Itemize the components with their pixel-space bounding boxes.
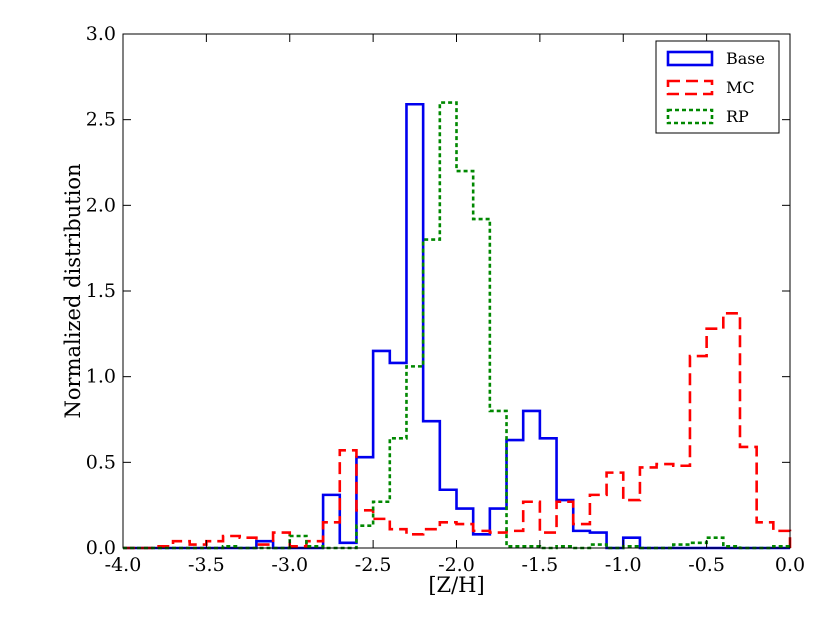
bar-mc-16 bbox=[423, 529, 440, 548]
y-tick-label: 2.5 bbox=[86, 109, 116, 131]
bar-base-11 bbox=[490, 509, 507, 548]
bar-base-13 bbox=[523, 411, 540, 548]
bar-mc-26 bbox=[590, 495, 607, 548]
bar-rp-3 bbox=[356, 526, 373, 548]
bar-mc-35 bbox=[740, 447, 757, 548]
bar-mc-25 bbox=[573, 524, 590, 548]
series-layer bbox=[123, 101, 792, 550]
bar-rp-11 bbox=[490, 411, 507, 548]
bar-mc-5 bbox=[240, 538, 257, 548]
bar-mc-12 bbox=[356, 510, 373, 548]
y-tick-label: 3.0 bbox=[86, 23, 116, 45]
ticks-layer: -4.0 -3.5 -3.0 -2.5 -2.0 -1.5 -1.0 -0.5 0.0 0.0 0.… bbox=[86, 23, 805, 576]
x-tick-label: -1.0 bbox=[605, 554, 642, 576]
bar-mc-29 bbox=[640, 467, 657, 548]
y-tick-label: 0.0 bbox=[86, 537, 116, 559]
legend-label-rp: RP bbox=[726, 107, 749, 126]
bar-rp-8 bbox=[440, 103, 457, 548]
y-tick-label: 0.5 bbox=[86, 451, 116, 473]
bar-base-6 bbox=[406, 104, 423, 548]
bar-rp-7 bbox=[423, 240, 440, 548]
bar-base-15 bbox=[557, 500, 574, 548]
legend-label-base: Base bbox=[726, 49, 765, 68]
bar-mc-11 bbox=[340, 450, 357, 548]
bar-rp-9 bbox=[457, 171, 474, 548]
bar-mc-24 bbox=[557, 502, 574, 548]
bar-mc-23 bbox=[540, 533, 557, 548]
legend-swatch-base bbox=[666, 50, 714, 67]
x-tick-label: -3.0 bbox=[271, 554, 308, 576]
y-tick-label: 2.0 bbox=[86, 194, 116, 216]
y-tick-label: 1.5 bbox=[86, 280, 116, 302]
bar-mc-15 bbox=[406, 534, 423, 548]
bar-mc-14 bbox=[390, 529, 407, 548]
bar-base-9 bbox=[457, 509, 474, 548]
bar-mc-18 bbox=[457, 524, 474, 548]
bar-rp-6 bbox=[406, 366, 423, 548]
bar-rp-19 bbox=[707, 538, 724, 548]
y-axis-label: Normalized distribution bbox=[61, 164, 85, 419]
legend-box bbox=[655, 40, 780, 134]
x-tick-label: -2.0 bbox=[438, 554, 475, 576]
bar-mc-22 bbox=[523, 502, 540, 548]
bar-mc-27 bbox=[607, 473, 624, 548]
bar-base-3 bbox=[356, 457, 373, 548]
bar-mc-7 bbox=[273, 533, 290, 548]
x-tick-label: -3.5 bbox=[188, 554, 225, 576]
bar-base-10 bbox=[473, 534, 490, 548]
x-tick-label: -1.5 bbox=[522, 554, 559, 576]
x-tick-label: -2.5 bbox=[355, 554, 392, 576]
series-mc-outline bbox=[123, 311, 792, 550]
bar-rp-4 bbox=[373, 502, 390, 548]
bar-mc-33 bbox=[707, 329, 724, 548]
bar-mc-30 bbox=[657, 464, 674, 548]
bar-mc-28 bbox=[623, 500, 640, 548]
bar-mc-20 bbox=[490, 533, 507, 548]
bar-mc-13 bbox=[373, 519, 390, 548]
legend-label-mc: MC bbox=[726, 78, 755, 97]
bar-mc-17 bbox=[440, 522, 457, 548]
bar-mc-34 bbox=[723, 313, 740, 548]
bar-rp-10 bbox=[473, 219, 490, 548]
x-tick-label: 0.0 bbox=[775, 554, 805, 576]
bar-base-5 bbox=[390, 363, 407, 548]
x-tick-label: -4.0 bbox=[105, 554, 142, 576]
bar-mc-32 bbox=[690, 356, 707, 548]
bar-base-16 bbox=[573, 531, 590, 548]
series-rp-outline bbox=[123, 101, 792, 550]
legend: Base MC RP bbox=[655, 40, 780, 134]
bar-rp-5 bbox=[390, 438, 407, 548]
bar-base-8 bbox=[440, 490, 457, 548]
x-tick-label: -0.5 bbox=[688, 554, 725, 576]
legend-swatch-mc bbox=[666, 79, 714, 96]
series-base-outline bbox=[123, 102, 790, 550]
x-axis-label: [Z/H] bbox=[428, 573, 484, 597]
bar-mc-36 bbox=[757, 522, 774, 548]
bar-mc-31 bbox=[673, 466, 690, 548]
bar-mc-10 bbox=[323, 522, 340, 548]
y-tick-label: 1.0 bbox=[86, 366, 116, 388]
legend-swatch-rp bbox=[666, 108, 714, 125]
